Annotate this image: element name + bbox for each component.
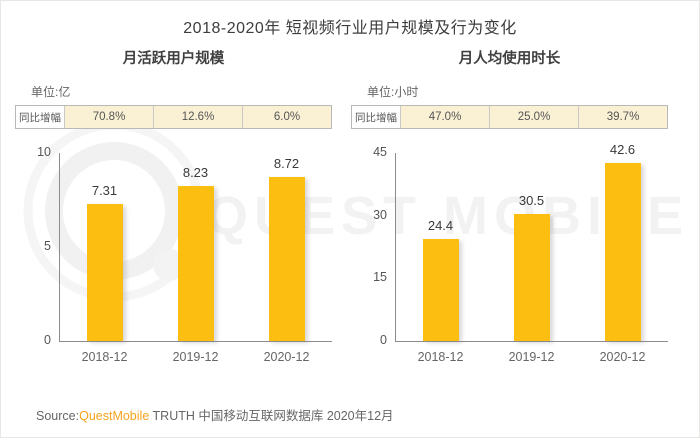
bar-value-label: 42.6 [609, 142, 636, 158]
bar-value-label: 7.31 [91, 182, 118, 198]
source-suffix: TRUTH 中国移动互联网数据库 2020年12月 [149, 409, 394, 423]
bar-value-label: 30.5 [518, 192, 545, 208]
yoy-growth-table-right: 同比增幅 47.0% 25.0% 39.7% [351, 105, 668, 129]
bar [86, 203, 123, 341]
panel-monthly-usage-hours: 月人均使用时长 单位:小时 同比增幅 47.0% 25.0% 39.7% 0 15… [351, 47, 668, 383]
yoy-growth-value: 25.0% [489, 106, 578, 128]
yoy-growth-value: 47.0% [400, 106, 489, 128]
x-axis-tick-label: 2019-12 [172, 350, 219, 364]
page-title: 2018-2020年 短视频行业用户规模及行为变化 [183, 20, 517, 37]
bar-value-label: 8.23 [182, 165, 209, 181]
questmobile-brand: QuestMobile [79, 409, 150, 423]
unit-label-left: 单位:亿 [31, 85, 71, 99]
y-axis-line [395, 153, 396, 341]
y-axis-line [59, 153, 60, 341]
bar-chart-right: 0 15 30 45 24.4 2018-12 30.5 2019-12 42.6 2020-12 [351, 141, 668, 383]
yoy-growth-table-left: 同比增幅 70.8% 12.6% 6.0% [15, 105, 332, 129]
x-axis-tick-label: 2020-12 [599, 350, 646, 364]
x-axis-line [59, 341, 332, 342]
bar-value-label: 8.72 [273, 156, 300, 172]
yoy-growth-value: 12.6% [153, 106, 242, 128]
bar [422, 239, 459, 341]
y-axis-tick-label: 5 [44, 239, 51, 253]
chart-title-right: 月人均使用时长 [458, 51, 561, 67]
bar-value-label: 24.4 [427, 218, 454, 234]
bar [513, 213, 550, 341]
bar [268, 177, 305, 341]
x-axis-tick-label: 2018-12 [81, 350, 128, 364]
x-axis-tick-label: 2020-12 [263, 350, 310, 364]
y-axis-tick-label: 0 [44, 333, 51, 347]
yoy-growth-value: 6.0% [242, 106, 331, 128]
source-line: Source:QuestMobile TRUTH 中国移动互联网数据库 2020… [36, 405, 394, 424]
source-prefix: Source: [36, 409, 80, 423]
bar [177, 186, 214, 341]
x-axis-tick-label: 2018-12 [417, 350, 464, 364]
bar-chart-left: 0 5 10 7.31 2018-12 8.23 2019-12 8.72 2020-12 [15, 141, 332, 383]
yoy-growth-value: 70.8% [64, 106, 153, 128]
x-axis-tick-label: 2019-12 [508, 350, 555, 364]
y-axis-tick-label: 10 [37, 145, 51, 159]
y-axis-tick-label: 30 [373, 207, 387, 222]
yoy-growth-label: 同比增幅 [16, 106, 64, 128]
bar [604, 163, 641, 341]
unit-label-right: 单位:小时 [367, 85, 419, 99]
y-axis-tick-label: 45 [373, 145, 387, 159]
y-axis-tick-label: 0 [380, 333, 387, 347]
y-axis-tick-label: 15 [373, 270, 387, 285]
chart-title-left: 月活跃用户规模 [122, 51, 225, 67]
panel-monthly-active-users: 月活跃用户规模 单位:亿 同比增幅 70.8% 12.6% 6.0% 0 5 10 7… [15, 47, 332, 383]
yoy-growth-label: 同比增幅 [352, 106, 400, 128]
x-axis-line [395, 341, 668, 342]
yoy-growth-value: 39.7% [578, 106, 667, 128]
